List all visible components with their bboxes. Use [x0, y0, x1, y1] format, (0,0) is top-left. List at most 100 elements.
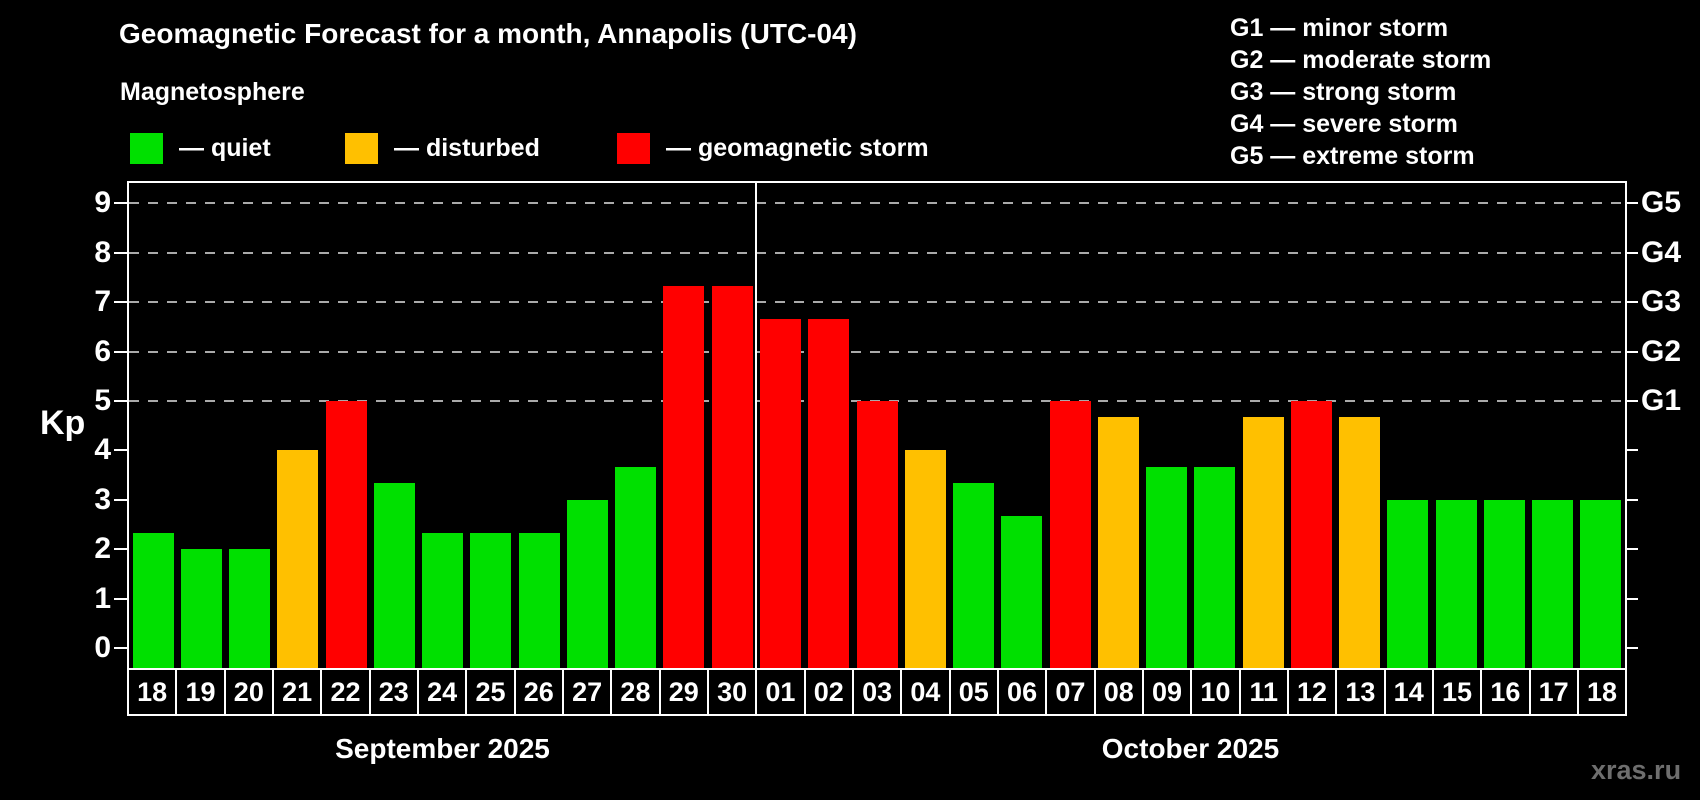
- right-axis-label-g5: G5: [1641, 186, 1682, 220]
- bar-oct-13: [1339, 417, 1380, 668]
- date-cell-oct-03: 03: [851, 668, 903, 716]
- right-tick-kp0: [1625, 647, 1638, 649]
- date-cell-sep-26: 26: [513, 668, 564, 716]
- storm-scale-g4: G4 — severe storm: [1230, 110, 1458, 138]
- y-tick-label-7: 7: [94, 285, 111, 319]
- left-tick-kp0: [114, 647, 127, 649]
- left-tick-kp9: [114, 202, 127, 205]
- date-cell-oct-13: 13: [1335, 668, 1386, 716]
- right-tick-kp6: [1625, 350, 1638, 353]
- bar-sep-30: [712, 286, 753, 668]
- date-cell-sep-28: 28: [610, 668, 661, 716]
- quiet-color-swatch: [130, 133, 163, 164]
- bar-oct-06: [1001, 516, 1042, 668]
- left-tick-kp4: [114, 449, 127, 452]
- left-tick-kp1: [114, 597, 127, 600]
- date-cell-oct-12: 12: [1286, 668, 1338, 716]
- gridline-kp6: [129, 350, 1625, 353]
- bar-sep-27: [567, 500, 608, 668]
- y-tick-label-8: 8: [94, 235, 111, 269]
- date-cell-oct-06: 06: [996, 668, 1048, 716]
- left-tick-kp5: [114, 400, 127, 402]
- right-tick-kp9: [1625, 202, 1638, 205]
- bar-oct-10: [1194, 467, 1235, 668]
- bar-oct-09: [1146, 467, 1187, 668]
- bar-sep-19: [181, 549, 222, 668]
- date-cell-oct-07: 07: [1045, 668, 1096, 716]
- y-tick-label-6: 6: [94, 334, 111, 368]
- left-tick-kp8: [114, 251, 127, 254]
- bar-oct-17: [1532, 500, 1573, 668]
- right-axis-label-g1: G1: [1641, 384, 1682, 417]
- right-tick-kp8: [1625, 251, 1638, 254]
- date-cell-oct-05: 05: [948, 668, 999, 716]
- date-cell-oct-17: 17: [1528, 668, 1579, 716]
- legend-item-disturbed: — disturbed: [345, 133, 540, 164]
- month-separator-line: [755, 183, 757, 668]
- bar-sep-28: [615, 467, 656, 668]
- date-cell-oct-01: 01: [755, 668, 806, 716]
- date-cell-oct-08: 08: [1093, 668, 1144, 716]
- watermark: xras.ru: [1591, 755, 1682, 785]
- bar-oct-18: [1580, 500, 1621, 668]
- bar-sep-25: [470, 533, 511, 668]
- date-cell-oct-15: 15: [1431, 668, 1483, 716]
- storm-scale-legend: G1 — minor storm G2 — moderate storm G3 …: [1230, 12, 1491, 172]
- date-cell-oct-16: 16: [1480, 668, 1531, 716]
- right-tick-kp2: [1625, 548, 1638, 551]
- date-cell-oct-04: 04: [900, 668, 951, 716]
- gridline-kp7: [129, 301, 1625, 304]
- date-cell-oct-09: 09: [1141, 668, 1193, 716]
- date-cell-sep-27: 27: [561, 668, 613, 716]
- bar-sep-29: [663, 286, 704, 668]
- y-tick-label-4: 4: [94, 433, 111, 467]
- right-tick-kp5: [1625, 400, 1638, 402]
- bar-sep-20: [229, 549, 270, 668]
- month-label-october: October 2025: [1101, 733, 1280, 764]
- date-cell-sep-21: 21: [271, 668, 323, 716]
- date-cell-sep-29: 29: [658, 668, 709, 716]
- bar-oct-14: [1387, 500, 1428, 668]
- bar-oct-12: [1291, 401, 1332, 668]
- date-cell-sep-22: 22: [320, 668, 371, 716]
- gridline-kp9: [129, 202, 1625, 205]
- right-tick-kp7: [1625, 301, 1638, 304]
- storm-scale-g1: G1 — minor storm: [1230, 14, 1449, 42]
- date-cell-sep-18: 18: [127, 668, 178, 716]
- date-cell-sep-19: 19: [175, 668, 226, 716]
- bar-sep-22: [326, 401, 367, 668]
- bar-sep-24: [422, 533, 463, 668]
- page-title: Geomagnetic Forecast for a month, Annapo…: [119, 18, 857, 49]
- bar-oct-16: [1484, 500, 1525, 668]
- y-tick-label-3: 3: [94, 482, 111, 516]
- y-tick-label-0: 0: [94, 631, 111, 664]
- bar-oct-02: [808, 319, 849, 668]
- bar-oct-05: [953, 483, 994, 668]
- date-cell-oct-18: 18: [1576, 668, 1628, 716]
- date-cell-sep-23: 23: [368, 668, 419, 716]
- x-axis-date-row: 18 19 20 21 22 23 24 25 26 27 28 29 30 01 02 03 04 05 06 07…: [127, 668, 1628, 716]
- left-tick-kp3: [114, 498, 127, 501]
- right-tick-kp4: [1625, 449, 1638, 452]
- right-tick-kp3: [1625, 498, 1638, 501]
- bar-oct-04: [905, 450, 946, 668]
- magnetosphere-label: Magnetosphere: [120, 78, 305, 106]
- left-tick-kp7: [114, 301, 127, 304]
- left-tick-kp6: [114, 350, 127, 353]
- bar-sep-18: [133, 533, 174, 668]
- bar-sep-26: [519, 533, 560, 668]
- right-tick-kp1: [1625, 597, 1638, 600]
- month-label-september: September 2025: [335, 733, 550, 764]
- storm-color-swatch: [617, 133, 650, 164]
- y-axis-title: Kp: [40, 404, 86, 442]
- bar-sep-21: [277, 450, 318, 668]
- date-cell-sep-30: 30: [706, 668, 758, 716]
- bar-oct-15: [1436, 500, 1477, 668]
- bar-sep-23: [374, 483, 415, 668]
- legend-item-quiet: — quiet: [130, 133, 271, 164]
- right-axis-label-g3: G3: [1641, 285, 1682, 319]
- date-cell-sep-24: 24: [416, 668, 468, 716]
- storm-scale-g5: G5 — extreme storm: [1230, 142, 1475, 170]
- date-cell-sep-20: 20: [223, 668, 274, 716]
